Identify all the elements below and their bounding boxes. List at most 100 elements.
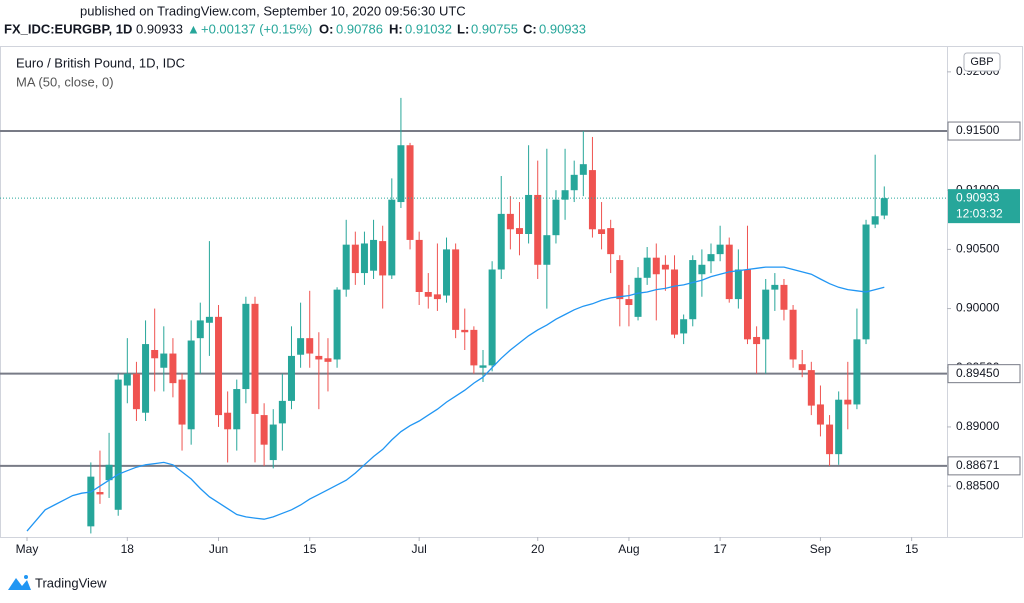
y-tick-label: 0.90000 — [956, 301, 1000, 315]
candle-body — [287, 355, 295, 401]
candle-body — [743, 269, 751, 340]
candle-body — [351, 244, 359, 274]
open-value: 0.90786 — [336, 21, 383, 36]
x-tick-label: May — [16, 542, 39, 556]
currency-badge[interactable] — [963, 52, 1001, 72]
candle-body — [470, 329, 478, 366]
candle-body — [616, 260, 624, 300]
level-tag — [947, 121, 1021, 141]
candle-body — [160, 353, 168, 368]
candle-body — [753, 336, 761, 345]
candle-body — [716, 244, 724, 255]
candle-body — [680, 319, 688, 334]
candle-body — [525, 194, 533, 235]
y-tick-label: 0.90500 — [956, 242, 1000, 256]
candle-body — [297, 338, 305, 355]
candle-body — [205, 316, 213, 323]
x-tick-label: 20 — [531, 542, 545, 556]
high-value: 0.91032 — [405, 21, 452, 36]
candle-body — [260, 415, 268, 445]
low-value: 0.90755 — [471, 21, 518, 36]
level-label: 0.91500 — [956, 123, 1000, 137]
candle-body — [278, 400, 286, 424]
candle-body — [415, 239, 423, 292]
candle-body — [87, 476, 95, 527]
y-tick-label: 0.89000 — [956, 419, 1000, 433]
candle-body — [506, 213, 514, 230]
candle-body — [123, 373, 131, 386]
candle-body — [816, 404, 824, 425]
x-tick-label: Sep — [810, 542, 832, 556]
candle-body — [625, 299, 633, 306]
candle-body — [233, 389, 241, 430]
candle-body — [132, 373, 140, 410]
candle-body — [342, 244, 350, 290]
x-tick-label: 18 — [121, 542, 135, 556]
x-tick-label: 15 — [905, 542, 919, 556]
y-tick-label: 0.88500 — [956, 478, 1000, 492]
level-label: 0.88671 — [956, 458, 1000, 472]
x-tick-label: Jul — [411, 542, 426, 556]
frame — [0, 46, 1023, 538]
candle-body — [734, 269, 742, 300]
candle-body — [269, 424, 277, 461]
candle-body — [196, 320, 204, 339]
candle-body — [388, 199, 396, 276]
candle-body — [652, 257, 660, 275]
candle-body — [479, 365, 487, 368]
x-tick-label: 17 — [713, 542, 727, 556]
candle-body — [552, 199, 560, 236]
candle-body — [515, 228, 523, 235]
candle-body — [698, 264, 706, 275]
last-price-tag — [948, 189, 1020, 224]
candle-body — [315, 355, 323, 360]
candle-body — [224, 412, 232, 430]
last-price: 0.90933 — [136, 21, 183, 36]
candle-body — [771, 284, 779, 290]
candle-body — [105, 464, 113, 481]
level-tag — [947, 456, 1021, 476]
currency: GBP — [970, 56, 993, 68]
candle-body — [598, 229, 606, 235]
brand-logo — [8, 575, 31, 590]
candle-body — [306, 338, 314, 354]
close-label: C: — [523, 21, 537, 36]
candle-body — [689, 260, 697, 320]
candle-body — [242, 303, 250, 390]
candle-body — [579, 164, 587, 175]
brand: TradingView — [35, 575, 107, 590]
candle-body — [379, 241, 387, 276]
candle-body — [497, 213, 505, 270]
candle-body — [762, 289, 770, 340]
candle-body — [251, 303, 259, 414]
candle-body — [871, 216, 879, 225]
open-label: O: — [319, 21, 333, 36]
x-tick-label: Jun — [209, 542, 228, 556]
level-tag — [947, 364, 1021, 384]
candle-body — [360, 243, 368, 274]
last-price-label: 0.90933 — [956, 190, 1000, 204]
candle-body — [452, 249, 460, 330]
candle-body — [835, 399, 843, 455]
candle-body — [880, 198, 888, 216]
candle-body — [826, 424, 834, 455]
candle-body — [169, 353, 177, 384]
candle-body — [570, 174, 578, 191]
overlay: 0.91500 0.89450 0.88671 0.90933 12:03:32 — [0, 121, 1021, 476]
change-arrow: ▲ — [187, 21, 200, 36]
candle-body — [853, 339, 861, 405]
candle-body — [324, 358, 332, 362]
candle-body — [862, 224, 870, 340]
candle-body — [789, 309, 797, 360]
candle-body — [807, 370, 815, 406]
candle-body — [370, 239, 378, 271]
close-value: 0.90933 — [539, 21, 586, 36]
published-note: published on TradingView.com, September … — [80, 3, 466, 18]
candle-body — [187, 340, 195, 430]
candle-body — [178, 379, 186, 425]
x-tick-label: 15 — [303, 542, 317, 556]
candle-body — [151, 349, 159, 359]
